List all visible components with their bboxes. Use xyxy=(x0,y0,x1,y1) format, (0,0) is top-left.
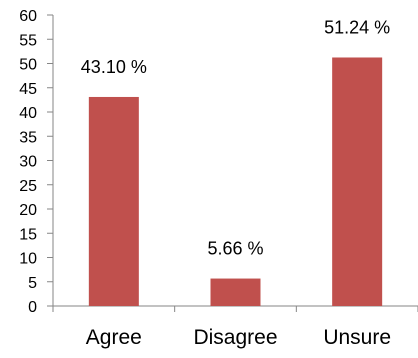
y-axis: 0 5 10 15 20 25 30 35 40 45 50 55 60 xyxy=(19,8,54,316)
bar-disagree xyxy=(210,278,261,306)
y-tick-label: 40 xyxy=(19,105,37,122)
bar-unsure xyxy=(332,57,383,307)
y-tick-label: 25 xyxy=(19,178,37,195)
y-tick-label: 50 xyxy=(19,57,37,74)
data-label-unsure: 51.24 % xyxy=(324,17,390,37)
data-label-agree: 43.10 % xyxy=(81,57,147,77)
y-tick-label: 30 xyxy=(19,154,37,171)
y-tick-label: 35 xyxy=(19,129,37,146)
y-tick-label: 5 xyxy=(28,275,37,292)
y-tick-label: 55 xyxy=(19,32,37,49)
bars xyxy=(88,57,383,307)
y-tick-label: 10 xyxy=(19,251,37,268)
bar-agree xyxy=(88,96,139,306)
category-label-unsure: Unsure xyxy=(323,326,391,349)
data-labels: 43.10 % 5.66 % 51.24 % xyxy=(81,17,390,258)
y-tick-label: 45 xyxy=(19,81,37,98)
y-tick-label: 15 xyxy=(19,226,37,243)
category-label-disagree: Disagree xyxy=(193,326,277,349)
data-label-disagree: 5.66 % xyxy=(207,239,263,259)
category-label-agree: Agree xyxy=(86,326,142,349)
y-tick-label: 60 xyxy=(19,8,37,25)
x-axis: Agree Disagree Unsure xyxy=(52,305,418,349)
y-tick-label: 20 xyxy=(19,202,37,219)
y-tick-label: 0 xyxy=(28,299,37,316)
